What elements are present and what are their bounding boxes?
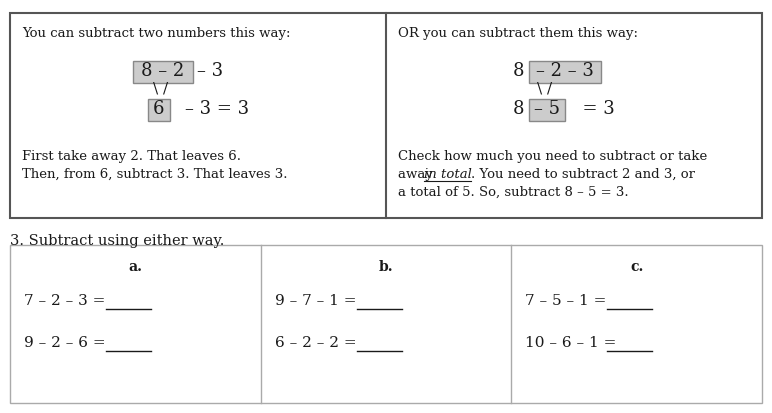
- FancyBboxPatch shape: [148, 99, 170, 121]
- FancyBboxPatch shape: [10, 245, 762, 403]
- Text: 6: 6: [154, 100, 164, 118]
- Text: – 2 – 3: – 2 – 3: [536, 62, 594, 80]
- Text: Check how much you need to subtract or take: Check how much you need to subtract or t…: [398, 150, 707, 163]
- Text: 9 – 7 – 1 =: 9 – 7 – 1 =: [275, 294, 356, 308]
- Text: 10 – 6 – 1 =: 10 – 6 – 1 =: [525, 336, 617, 350]
- Text: – 5: – 5: [534, 100, 560, 118]
- Text: away: away: [398, 168, 437, 181]
- Text: Then, from 6, subtract 3. That leaves 3.: Then, from 6, subtract 3. That leaves 3.: [22, 168, 287, 181]
- Text: You can subtract two numbers this way:: You can subtract two numbers this way:: [22, 27, 290, 40]
- Text: 8: 8: [513, 62, 524, 80]
- Text: – 3 = 3: – 3 = 3: [185, 100, 249, 118]
- FancyBboxPatch shape: [529, 99, 565, 121]
- Text: a total of 5. So, subtract 8 – 5 = 3.: a total of 5. So, subtract 8 – 5 = 3.: [398, 186, 628, 199]
- Text: 7 – 5 – 1 =: 7 – 5 – 1 =: [525, 294, 607, 308]
- Text: a.: a.: [128, 260, 142, 274]
- Text: OR you can subtract them this way:: OR you can subtract them this way:: [398, 27, 638, 40]
- Text: c.: c.: [630, 260, 643, 274]
- FancyBboxPatch shape: [529, 61, 601, 83]
- FancyBboxPatch shape: [10, 13, 762, 218]
- Text: b.: b.: [379, 260, 393, 274]
- Text: 3. Subtract using either way.: 3. Subtract using either way.: [10, 234, 225, 248]
- Text: First take away 2. That leaves 6.: First take away 2. That leaves 6.: [22, 150, 241, 163]
- Text: 7 – 2 – 3 =: 7 – 2 – 3 =: [24, 294, 105, 308]
- Text: = 3: = 3: [571, 100, 615, 118]
- Text: \ /: \ /: [537, 81, 552, 95]
- Text: 8: 8: [513, 100, 524, 118]
- Text: . You need to subtract 2 and 3, or: . You need to subtract 2 and 3, or: [471, 168, 695, 181]
- Text: 6 – 2 – 2 =: 6 – 2 – 2 =: [275, 336, 357, 350]
- FancyBboxPatch shape: [133, 61, 193, 83]
- Text: 8 – 2: 8 – 2: [141, 62, 185, 80]
- Text: in total: in total: [424, 168, 472, 181]
- Text: \ /: \ /: [153, 81, 168, 95]
- Text: 9 – 2 – 6 =: 9 – 2 – 6 =: [24, 336, 106, 350]
- Text: – 3: – 3: [197, 62, 223, 80]
